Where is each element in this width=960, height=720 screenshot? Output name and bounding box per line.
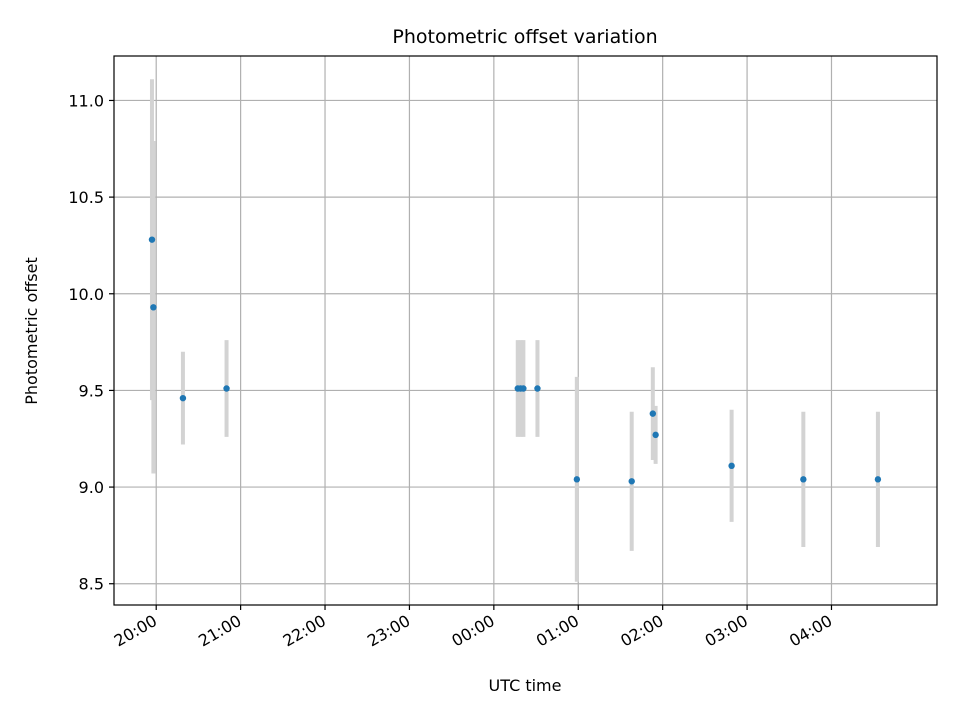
data-point [649, 410, 657, 417]
data-point [652, 431, 659, 439]
chart-title: Photometric offset variation [392, 26, 657, 48]
y-axis-label: Photometric offset [22, 257, 41, 405]
data-points [148, 236, 882, 485]
data-point [728, 462, 735, 470]
data-point [223, 385, 230, 392]
data-point [520, 385, 527, 392]
y-tick-label: 10.5 [68, 188, 104, 207]
y-tick-label: 9.5 [79, 381, 104, 400]
y-axis: 8.5 9.0 9.5 10.0 10.5 11.0 [68, 91, 114, 594]
y-tick-label: 10.0 [68, 285, 104, 304]
x-axis-label: UTC time [489, 676, 562, 695]
data-point [628, 478, 635, 485]
data-point [534, 385, 541, 392]
data-point [800, 476, 807, 483]
data-point [874, 476, 882, 483]
grid-lines [114, 56, 937, 605]
data-point [573, 476, 581, 483]
data-point [150, 304, 157, 311]
data-point [148, 236, 156, 243]
plot-frame [113, 55, 938, 606]
y-tick-label: 11.0 [68, 91, 104, 110]
y-tick-label: 8.5 [79, 575, 104, 594]
data-point [179, 394, 187, 402]
y-tick-label: 9.0 [79, 478, 104, 497]
